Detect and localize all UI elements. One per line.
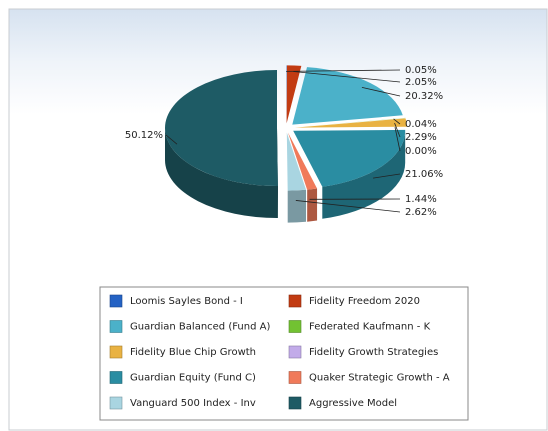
slice: [294, 117, 406, 128]
leader-line: [394, 127, 401, 152]
legend-label: Aggressive Model: [309, 398, 397, 409]
legend-label: Federated Kaufmann - K: [309, 322, 431, 333]
legend-label: Fidelity Blue Chip Growth: [130, 347, 256, 358]
legend-label: Guardian Equity (Fund C): [130, 373, 256, 384]
legend-swatch: [109, 320, 123, 333]
legend-label: Loomis Sayles Bond - I: [130, 296, 243, 307]
legend-swatch: [109, 371, 123, 384]
legend-label: Quaker Strategic Growth - A: [309, 373, 450, 384]
data-label: 0.05%: [405, 65, 437, 76]
slice: [286, 65, 302, 124]
data-label: 0.04%: [405, 119, 437, 130]
legend-swatch: [288, 294, 302, 308]
data-label: 0.00%: [405, 146, 437, 157]
data-label: 1.44%: [405, 194, 437, 205]
legend-box: [99, 286, 469, 421]
legend-label: Vanguard 500 Index - Inv: [130, 398, 256, 409]
leader-line: [393, 118, 401, 125]
data-label: 21.06%: [405, 169, 443, 180]
slice-side: [287, 189, 307, 223]
slice: [294, 118, 407, 128]
data-label: 20.32%: [405, 91, 443, 102]
leader-line: [361, 86, 401, 97]
slice: [287, 132, 318, 190]
leader-line: [372, 173, 401, 179]
legend-swatch: [288, 320, 302, 333]
slice-side: [165, 128, 278, 219]
data-label: 50.12%: [125, 130, 163, 141]
legend-swatch: [109, 396, 123, 410]
data-label: 2.05%: [405, 77, 437, 88]
slice: [292, 67, 403, 125]
slice: [286, 132, 307, 191]
legend-swatch: [288, 371, 302, 384]
leader-line: [165, 134, 178, 145]
legend-swatch: [109, 345, 123, 359]
leader-line: [295, 200, 401, 213]
data-label: 2.62%: [405, 207, 437, 218]
slice: [293, 129, 406, 187]
legend-label: Guardian Balanced (Fund A): [130, 322, 270, 333]
slice-side: [307, 188, 318, 222]
legend-swatch: [288, 345, 302, 359]
legend-label: Fidelity Growth Strategies: [309, 347, 438, 358]
leader-line: [286, 69, 401, 72]
leader-line: [394, 122, 401, 138]
legend-label: Fidelity Freedom 2020: [309, 296, 420, 307]
slice: [164, 70, 278, 187]
legend-swatch: [109, 294, 123, 308]
data-label: 2.29%: [405, 132, 437, 143]
leader-line: [293, 71, 401, 83]
legend-swatch: [288, 396, 302, 410]
slice-side: [322, 130, 406, 219]
